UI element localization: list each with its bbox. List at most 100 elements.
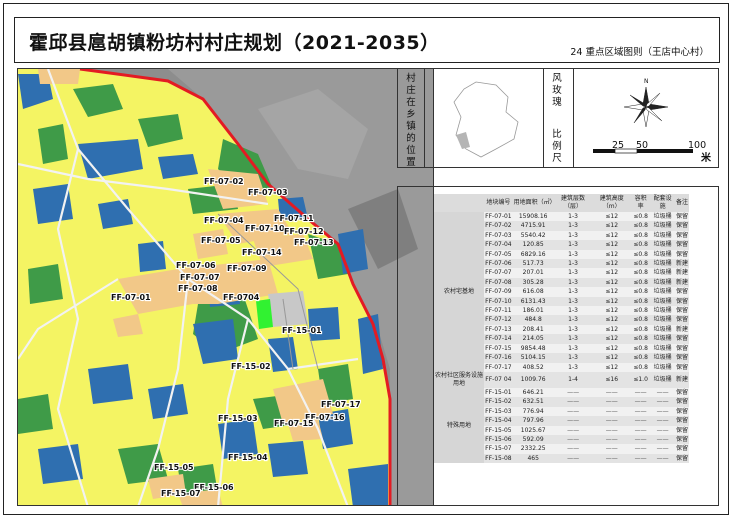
table-cell: 垃圾桶	[650, 230, 675, 241]
vertical-char: 比	[552, 129, 562, 140]
table-cell: ≤12	[592, 306, 631, 316]
table-cell: 1-3	[553, 306, 593, 316]
table-cell: ≤0.8	[630, 353, 651, 363]
table-row: FF-07-07 207.01 1-3 ≤12 ≤0.8 垃圾桶 新建	[434, 268, 689, 278]
table-cell: ≤12	[592, 315, 631, 325]
plot-label[interactable]: FF-15-06	[193, 482, 235, 493]
table-row: FF-07-12 484.8 1-3 ≤12 ≤0.8 垃圾桶 保留	[434, 315, 689, 325]
table-cell: ——	[553, 387, 593, 398]
table-cell: FF-15-04	[484, 416, 513, 426]
table-cell: 保留	[674, 287, 689, 297]
table-cell: 保留	[674, 453, 689, 464]
page-frame	[3, 3, 729, 515]
table-cell: 1-4	[553, 371, 593, 388]
page-subtitle: 24 重点区域图则（王店中心村）	[570, 47, 709, 58]
table-cell: 新建	[674, 259, 689, 269]
plot-label[interactable]: FF-0704	[222, 292, 261, 303]
table-cell: ——	[592, 425, 631, 435]
plot-label[interactable]: FF-15-03	[217, 413, 259, 424]
table-cell: FF-15-08	[484, 453, 513, 464]
planning-map[interactable]: FF-07-02 FF-07-03 FF-07-04 FF-07-10 FF-0…	[17, 68, 434, 506]
table-cell: 保留	[674, 416, 689, 426]
plot-label[interactable]: FF-07-15	[273, 418, 315, 429]
plot-label[interactable]: FF-15-05	[153, 462, 195, 473]
plot-label[interactable]: FF-07-10	[244, 223, 286, 234]
table-cell: 1-3	[553, 334, 593, 344]
table-cell: 776.94	[512, 406, 554, 417]
plot-label[interactable]: FF-07-11	[273, 213, 315, 224]
plot-label[interactable]: FF-07-04	[203, 215, 245, 226]
table-cell: 6131.43	[512, 296, 554, 307]
wind-rose-icon: N	[623, 78, 669, 128]
plot-labels: FF-07-02 FF-07-03 FF-07-04 FF-07-10 FF-0…	[110, 176, 362, 499]
vertical-char: 尺	[552, 153, 562, 164]
table-header-cell: 配套设施	[650, 194, 675, 212]
table-row: FF-15-08 465 —— —— —— —— 保留	[434, 453, 689, 464]
table-row: FF-07-06 517.73 1-3 ≤12 ≤0.8 垃圾桶 新建	[434, 259, 689, 269]
table-cell: ≤12	[592, 212, 631, 222]
table-cell: 保留	[674, 315, 689, 325]
north-label: N	[644, 78, 649, 85]
table-cell: 保留	[674, 296, 689, 307]
table-cell: 垃圾桶	[650, 221, 675, 231]
table-cell: FF-07-04	[484, 240, 513, 250]
table-cell: 1-3	[553, 277, 593, 288]
satellite-patch	[258, 89, 368, 179]
table-cell: ≤0.8	[630, 268, 651, 278]
table-cell: FF-07-17	[484, 362, 513, 372]
table-cell: 垃圾桶	[650, 306, 675, 316]
table-cell: ≤0.8	[630, 334, 651, 344]
table-row: FF-15-04 797.96 —— —— —— —— 保留	[434, 416, 689, 426]
table-header-cell: 建筑高度（m）	[592, 194, 631, 212]
table-cell: 保留	[674, 306, 689, 316]
vertical-char: 瑰	[552, 97, 562, 108]
plot-label[interactable]: FF-15-01	[281, 325, 323, 336]
table-cell: 1-3	[553, 362, 593, 372]
plot-label[interactable]: FF-07-09	[226, 263, 268, 274]
plot-label[interactable]: FF-15-07	[160, 488, 202, 499]
table-row: FF-15-06 592.09 —— —— —— —— 保留	[434, 434, 689, 445]
table-cell: 1-3	[553, 240, 593, 250]
plot-label[interactable]: FF-07-12	[283, 226, 325, 237]
table-cell: 垃圾桶	[650, 324, 675, 335]
plot-label[interactable]: FF-07-03	[247, 187, 289, 198]
vertical-char: 庄	[406, 85, 416, 96]
plot-label[interactable]: FF-07-05	[200, 235, 242, 246]
table-cell: 保留	[674, 212, 689, 222]
plot-label[interactable]: FF-07-16	[304, 412, 346, 423]
plot-label[interactable]: FF-07-17	[320, 399, 362, 410]
table-cell: ——	[650, 453, 675, 464]
table-header-cell: 用地面积（㎡）	[512, 194, 556, 212]
table-header-cell: 容积率	[630, 194, 651, 212]
table-cell: ——	[553, 416, 593, 426]
plot-label[interactable]: FF-07-07	[179, 272, 221, 283]
table-cell: 新建	[674, 324, 689, 335]
table-cell: ——	[630, 425, 651, 435]
plot-label[interactable]: FF-07-06	[175, 260, 217, 271]
plot-label[interactable]: FF-07-02	[203, 176, 245, 187]
table-cell: 新建	[674, 371, 689, 388]
table-cell: 垃圾桶	[650, 315, 675, 325]
vertical-char: 例	[552, 141, 562, 152]
plot-label[interactable]: FF-07-01	[110, 292, 152, 303]
table-cell: ≤16	[592, 371, 631, 388]
table-cell: ——	[553, 453, 593, 464]
vertical-char: 乡	[406, 109, 416, 120]
table-cell: FF-07-12	[484, 315, 513, 325]
table-cell: 保留	[674, 387, 689, 398]
vertical-char: 玫	[552, 85, 562, 96]
table-cell: ≤0.8	[630, 343, 651, 354]
plot-label[interactable]: FF-15-02	[230, 361, 272, 372]
plot-label[interactable]: FF-15-04	[227, 452, 269, 463]
plot-label[interactable]: FF-07-13	[293, 237, 335, 248]
table-cell: 214.05	[512, 334, 554, 344]
table-cell: 保留	[674, 249, 689, 260]
table-row: FF-15-05 1025.67 —— —— —— —— 保留	[434, 425, 689, 435]
plot-label[interactable]: FF-07-14	[241, 247, 283, 258]
table-cell: FF-07-16	[484, 353, 513, 363]
highlight-plot[interactable]	[256, 299, 273, 329]
county-outline	[453, 81, 519, 158]
table-cell: FF-07-09	[484, 287, 513, 297]
table-header-cell: 备注	[674, 194, 689, 212]
plot-label[interactable]: FF-07-08	[177, 283, 219, 294]
